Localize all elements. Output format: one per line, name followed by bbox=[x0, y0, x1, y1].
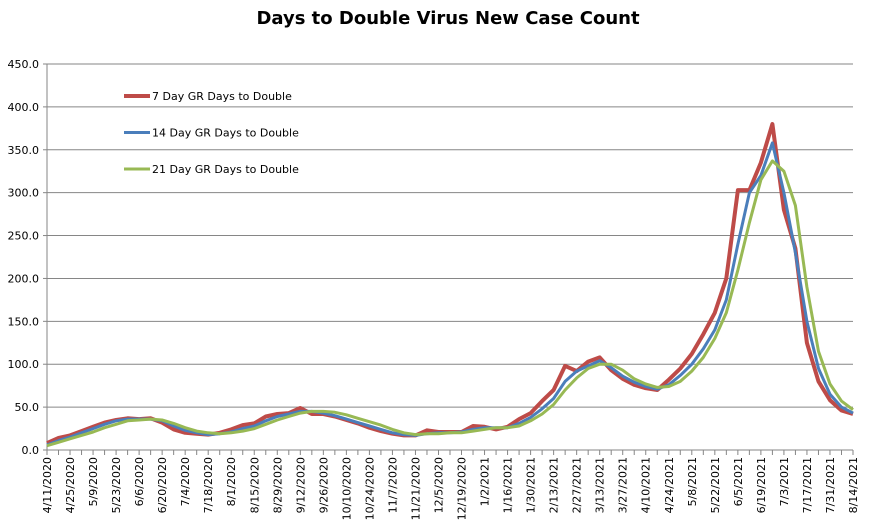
legend-label: 7 Day GR Days to Double bbox=[152, 90, 292, 103]
x-tick-label: 4/11/2020 bbox=[41, 457, 54, 513]
y-tick-label: 250.0 bbox=[8, 230, 40, 243]
x-tick-label: 10/10/2020 bbox=[340, 457, 353, 520]
y-tick-label: 0.0 bbox=[22, 444, 40, 457]
x-tick-label: 4/25/2020 bbox=[64, 457, 77, 513]
x-tick-label: 11/21/2020 bbox=[409, 457, 422, 520]
x-tick-label: 5/9/2020 bbox=[87, 457, 100, 506]
x-tick-label: 4/24/2021 bbox=[663, 457, 676, 513]
x-tick-label: 5/8/2021 bbox=[686, 457, 699, 506]
x-tick-label: 1/16/2021 bbox=[502, 457, 515, 513]
legend-label: 14 Day GR Days to Double bbox=[152, 127, 299, 140]
legend: 7 Day GR Days to Double 14 Day GR Days to… bbox=[124, 90, 299, 176]
x-tick-label: 12/19/2020 bbox=[456, 457, 469, 520]
y-tick-label: 300.0 bbox=[8, 187, 40, 200]
x-tick-label: 12/5/2020 bbox=[432, 457, 445, 513]
x-axis: 4/11/2020 4/25/2020 5/9/2020 5/23/2020 6/6/2… bbox=[41, 449, 860, 520]
x-tick-label: 9/12/2020 bbox=[294, 457, 307, 513]
legend-label: 21 Day GR Days to Double bbox=[152, 163, 299, 176]
x-tick-label: 4/10/2021 bbox=[640, 457, 653, 513]
y-axis: 0.0 50.0 100.0 150.0 200.0 250.0 300.0 350.0 400… bbox=[8, 58, 48, 457]
x-tick-label: 10/24/2020 bbox=[363, 457, 376, 520]
x-tick-label: 8/29/2020 bbox=[271, 457, 284, 513]
x-tick-label: 7/17/2021 bbox=[801, 457, 814, 513]
x-tick-label: 6/20/2020 bbox=[156, 457, 169, 513]
x-tick-label: 11/7/2020 bbox=[386, 457, 399, 513]
y-tick-label: 200.0 bbox=[8, 272, 40, 285]
series-lines bbox=[46, 122, 854, 448]
x-tick-label: 8/14/2021 bbox=[847, 457, 860, 513]
x-tick-label: 5/23/2020 bbox=[110, 457, 123, 513]
x-tick-label: 8/1/2020 bbox=[225, 457, 238, 506]
y-tick-label: 400.0 bbox=[8, 101, 40, 114]
x-tick-label: 7/3/2021 bbox=[778, 457, 791, 506]
x-tick-label: 6/5/2021 bbox=[732, 457, 745, 506]
series-line bbox=[46, 159, 854, 448]
x-tick-label: 1/30/2021 bbox=[525, 457, 538, 513]
x-tick-label: 6/6/2020 bbox=[133, 457, 146, 506]
y-tick-label: 50.0 bbox=[15, 401, 40, 414]
x-tick-label: 8/15/2020 bbox=[248, 457, 261, 513]
x-tick-label: 7/4/2020 bbox=[179, 457, 192, 506]
x-tick-label: 2/27/2021 bbox=[571, 457, 584, 513]
x-tick-label: 3/27/2021 bbox=[617, 457, 630, 513]
y-tick-label: 150.0 bbox=[8, 315, 40, 328]
x-tick-label: 7/18/2020 bbox=[202, 457, 215, 513]
y-tick-label: 100.0 bbox=[8, 358, 40, 371]
y-tick-label: 450.0 bbox=[8, 58, 40, 71]
x-tick-label: 1/2/2021 bbox=[479, 457, 492, 506]
x-tick-label: 9/26/2020 bbox=[317, 457, 330, 513]
chart-title: Days to Double Virus New Case Count bbox=[256, 8, 640, 29]
gridlines bbox=[47, 63, 853, 451]
x-tick-label: 7/31/2021 bbox=[824, 457, 837, 513]
x-tick-label: 3/13/2021 bbox=[594, 457, 607, 513]
y-tick-label: 350.0 bbox=[8, 144, 40, 157]
x-tick-label: 5/22/2021 bbox=[709, 457, 722, 513]
x-tick-label: 2/13/2021 bbox=[548, 457, 561, 513]
x-tick-label: 6/19/2021 bbox=[755, 457, 768, 513]
